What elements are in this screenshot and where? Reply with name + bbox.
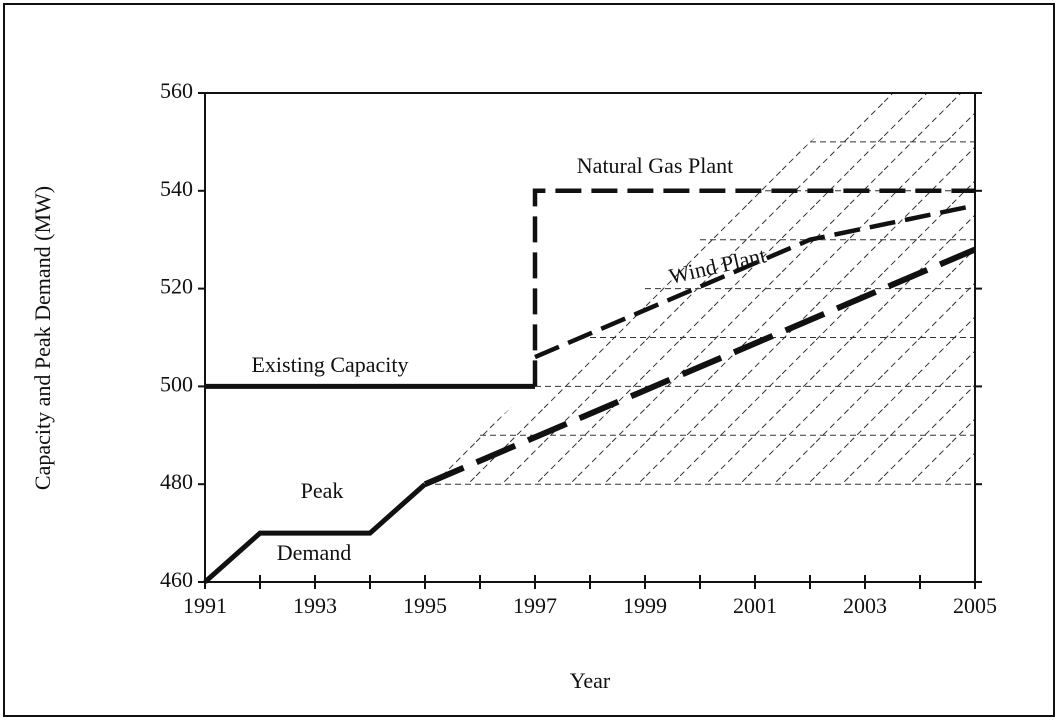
series-line xyxy=(532,188,975,387)
series-line xyxy=(203,482,427,584)
y-tick-label: 520 xyxy=(160,274,193,299)
annotation: Natural Gas Plant xyxy=(577,153,733,178)
y-tick-label: 460 xyxy=(160,567,193,592)
x-tick-label: 1995 xyxy=(403,593,447,618)
x-tick-label: 1993 xyxy=(293,593,337,618)
x-tick-label: 1991 xyxy=(183,593,227,618)
y-tick-label: 560 xyxy=(160,78,193,103)
x-tick-label: 1997 xyxy=(513,593,557,618)
y-tick-label: 540 xyxy=(160,176,193,201)
y-tick-label: 500 xyxy=(160,371,193,396)
series-line xyxy=(534,203,976,360)
frame xyxy=(3,3,1055,717)
annotation: Peak xyxy=(301,478,344,503)
x-tick-label: 2003 xyxy=(843,593,887,618)
annotation: Demand xyxy=(277,540,352,565)
annotation: Existing Capacity xyxy=(251,352,408,377)
x-tick-label: 1999 xyxy=(623,593,667,618)
x-tick-label: 2001 xyxy=(733,593,777,618)
y-tick-label: 480 xyxy=(160,469,193,494)
y-axis-title: Capacity and Peak Demand (MW) xyxy=(30,186,55,490)
series-line xyxy=(423,246,977,487)
x-tick-label: 2005 xyxy=(953,593,997,618)
x-axis-title: Year xyxy=(570,668,611,693)
